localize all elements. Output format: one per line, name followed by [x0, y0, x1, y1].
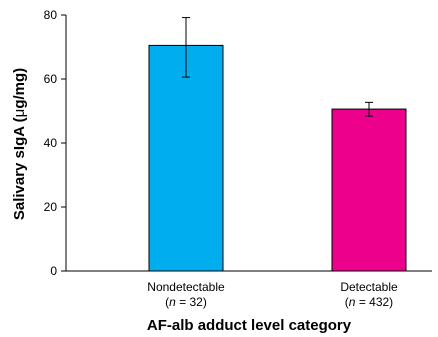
y-tick-label: 40: [44, 136, 58, 150]
bar-detectable: [331, 108, 407, 272]
y-tick-label: 0: [50, 264, 57, 278]
axes-layer: [61, 14, 432, 272]
labels-layer: 0 20 40 60 80 Nondetectable(n = 32) Detectable…: [44, 8, 398, 309]
y-tick-label: 60: [44, 72, 58, 86]
sample-size-label: (n = 32): [165, 295, 207, 309]
x-axis-title: AF-alb adduct level category: [147, 317, 352, 334]
category-label: Nondetectable: [147, 280, 225, 294]
y-tick-label: 80: [44, 8, 58, 22]
category-label: Detectable: [340, 280, 398, 294]
bars-layer: [148, 17, 407, 272]
sample-size-label: (n = 432): [345, 295, 393, 309]
y-axis-title: Salivary sIgA (μg/mg): [11, 68, 28, 220]
bar-nondetectable: [148, 44, 224, 272]
y-tick-label: 20: [44, 200, 58, 214]
